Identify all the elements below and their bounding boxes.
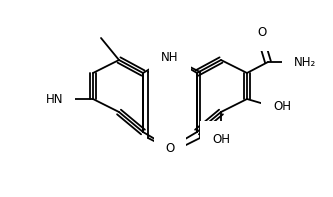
- Text: NH₂: NH₂: [294, 56, 316, 69]
- Text: OH: OH: [273, 99, 291, 112]
- Text: NH: NH: [161, 50, 179, 63]
- Text: HN: HN: [46, 93, 63, 106]
- Text: O: O: [166, 141, 174, 154]
- Text: OH: OH: [212, 133, 230, 146]
- Text: O: O: [257, 26, 267, 39]
